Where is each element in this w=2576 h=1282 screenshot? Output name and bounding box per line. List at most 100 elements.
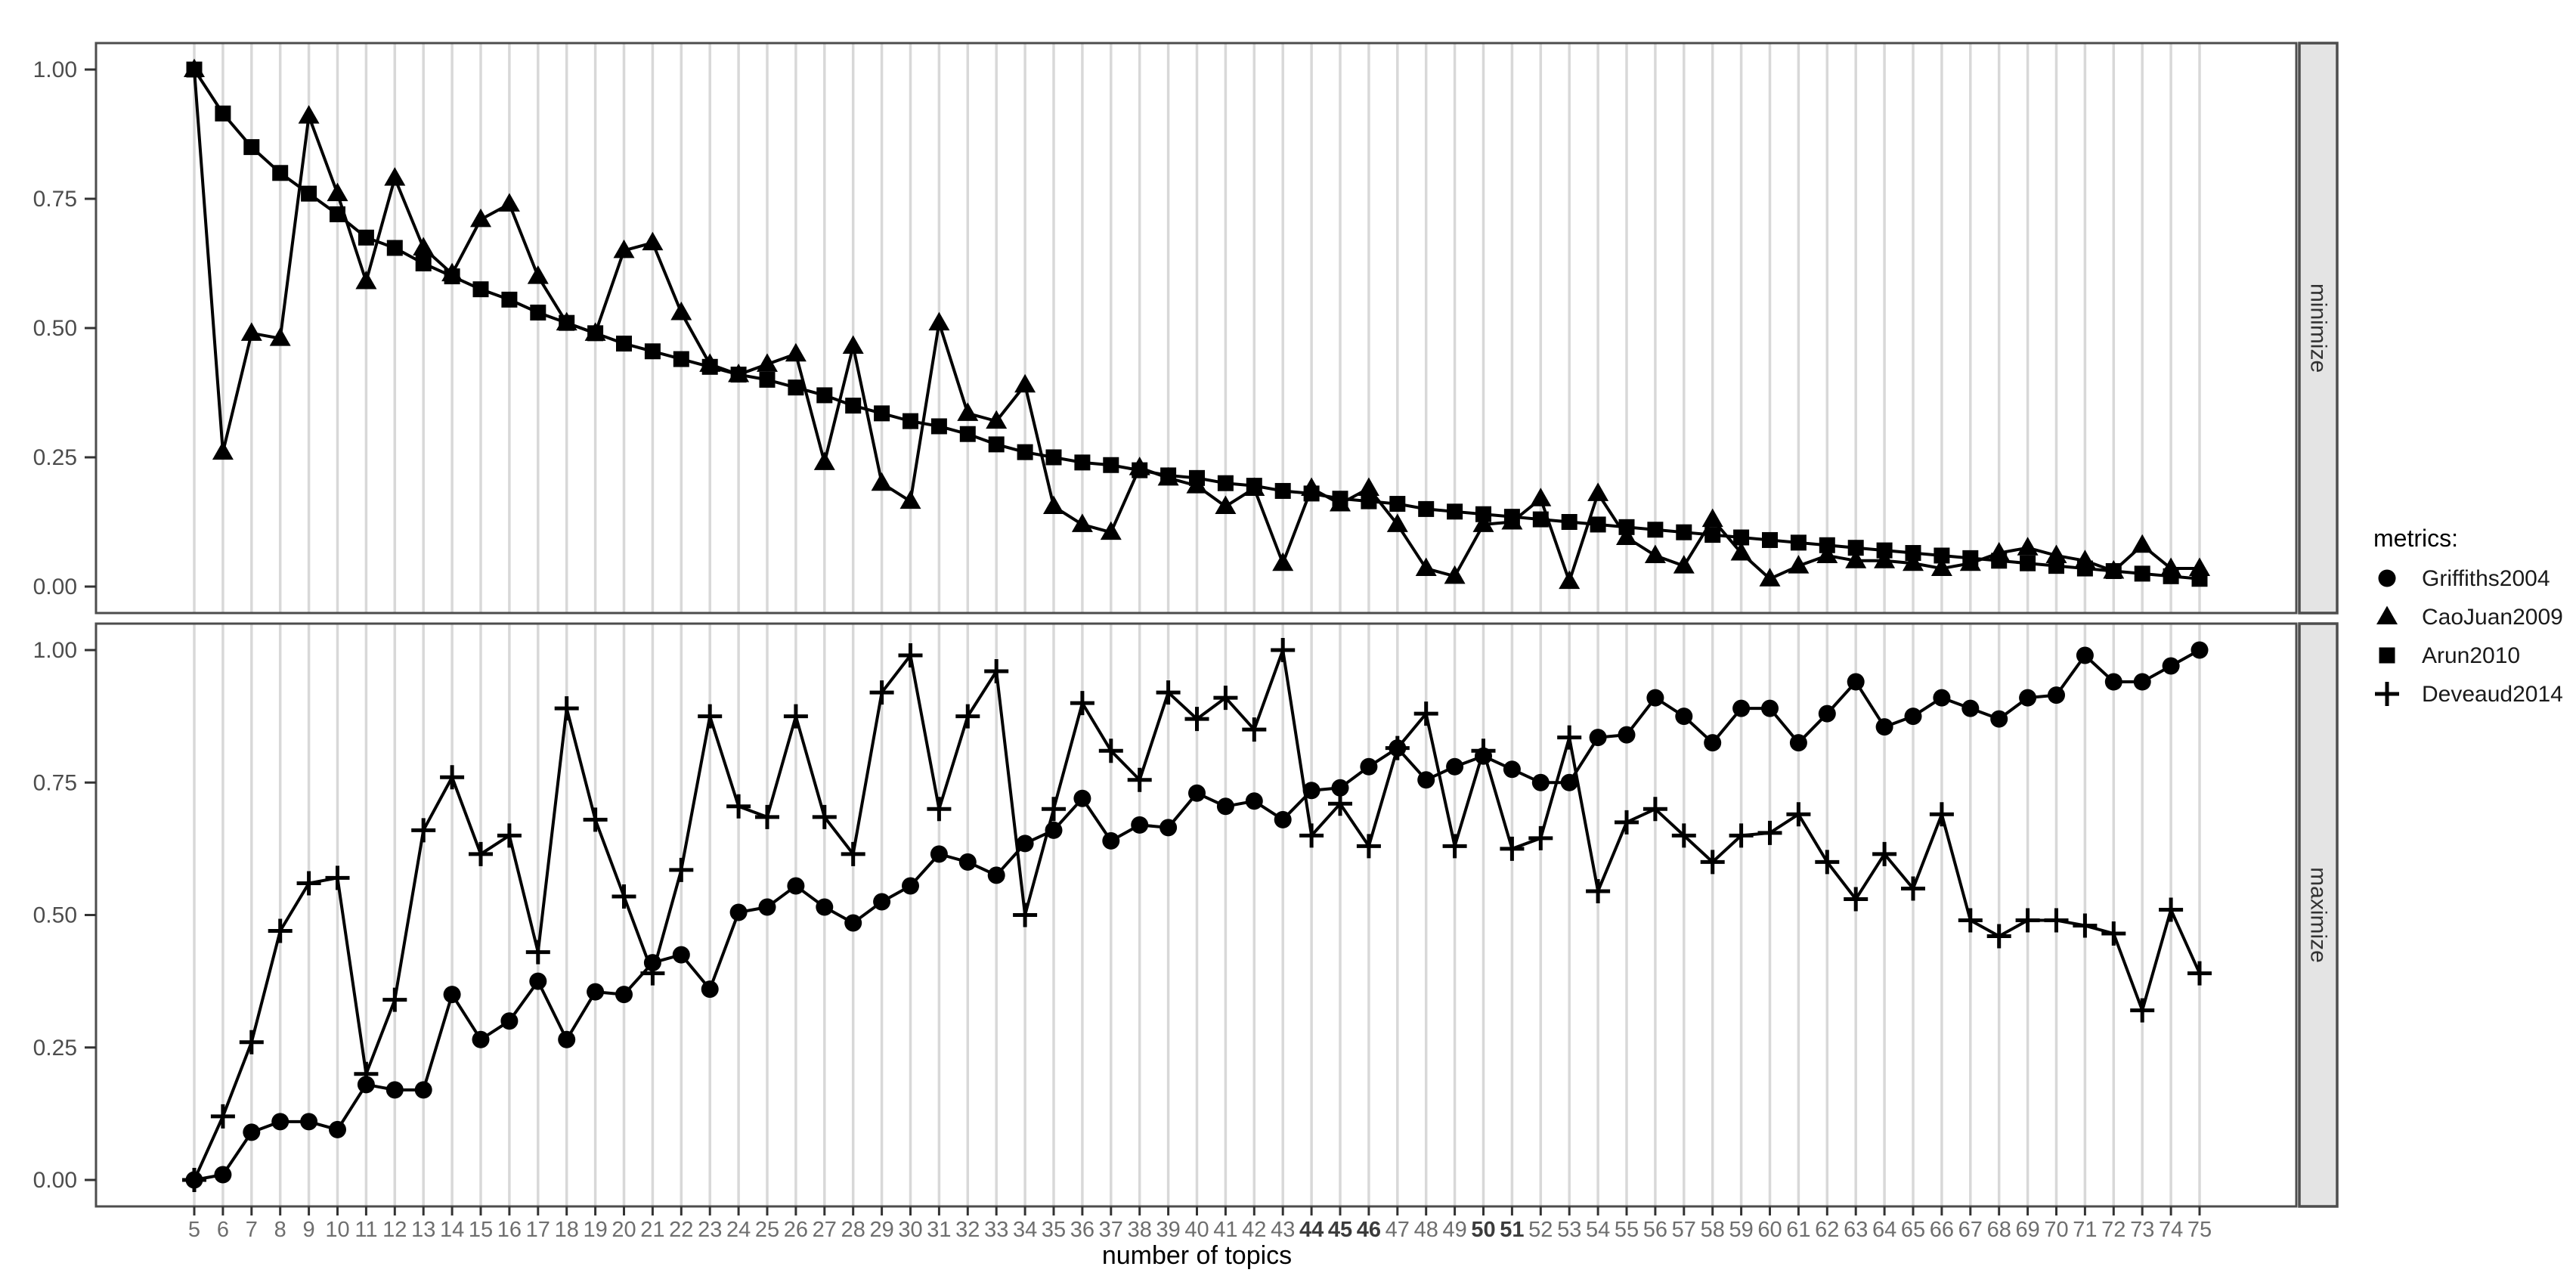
Deveaud2014-pt-60-plus-marker — [1757, 820, 1782, 845]
Arun2010-pt-21-square-marker — [644, 343, 661, 360]
Griffiths2004-pt-69-circle-marker — [2019, 689, 2037, 707]
Arun2010-pt-61-square-marker — [1790, 534, 1807, 551]
Deveaud2014-pt-30-plus-marker — [898, 643, 923, 668]
Arun2010-pt-51-square-marker — [1503, 509, 1520, 525]
Arun2010-pt-45-square-marker — [1332, 491, 1348, 507]
Deveaud2014-pt-29-plus-marker — [869, 680, 894, 705]
legend-key-CaoJuan2009-triangle-marker — [2376, 605, 2398, 624]
CaoJuan2009-pt-69-triangle-marker — [2017, 537, 2039, 556]
Arun2010-pt-44-square-marker — [1303, 485, 1320, 502]
Arun2010-pt-26-square-marker — [788, 379, 804, 396]
Arun2010-pt-7-square-marker — [243, 139, 260, 156]
Arun2010-pt-73-square-marker — [2134, 565, 2150, 582]
Arun2010-pt-8-square-marker — [272, 165, 289, 181]
x-axis-title: number of topics — [1102, 1241, 1292, 1270]
Griffiths2004-pt-41-circle-marker — [1216, 797, 1234, 816]
x-tick-label-57: 57 — [1672, 1218, 1696, 1242]
CaoJuan2009-pt-35-triangle-marker — [1043, 495, 1064, 514]
Arun2010-pt-22-square-marker — [673, 351, 689, 367]
Arun2010-pt-25-square-marker — [759, 371, 776, 388]
CaoJuan2009-pt-29-triangle-marker — [871, 472, 893, 491]
x-tick-label-14: 14 — [440, 1218, 464, 1242]
Griffiths2004-pt-73-circle-marker — [2133, 673, 2151, 691]
Griffiths2004-pt-44-circle-marker — [1302, 782, 1321, 800]
y-tick-label-maximize-1.00: 1.00 — [33, 638, 77, 663]
Deveaud2014-pt-14-plus-marker — [440, 765, 465, 790]
Arun2010-pt-48-square-marker — [1418, 500, 1435, 517]
Deveaud2014-pt-21-plus-marker — [640, 961, 665, 986]
CaoJuan2009-pt-32-triangle-marker — [957, 402, 979, 421]
Griffiths2004-pt-38-circle-marker — [1131, 816, 1149, 834]
CaoJuan2009-pt-55-triangle-marker — [1616, 526, 1637, 546]
CaoJuan2009-pt-22-triangle-marker — [670, 301, 692, 320]
Deveaud2014-pt-73-plus-marker — [2130, 998, 2155, 1023]
Griffiths2004-pt-62-circle-marker — [1818, 704, 1836, 723]
Deveaud2014-pt-7-plus-marker — [239, 1030, 264, 1054]
Griffiths2004-pt-66-circle-marker — [1933, 689, 1951, 707]
x-tick-label-21: 21 — [640, 1218, 664, 1242]
Griffiths2004-pt-56-circle-marker — [1646, 689, 1664, 707]
Arun2010-pt-50-square-marker — [1475, 506, 1491, 522]
Griffiths2004-pt-25-circle-marker — [758, 898, 776, 916]
Arun2010-pt-30-square-marker — [903, 413, 918, 429]
panel-minimize — [94, 42, 2298, 615]
x-tick-label-65: 65 — [1901, 1218, 1925, 1242]
Griffiths2004-pt-71-circle-marker — [2076, 646, 2094, 664]
x-tick-label-36: 36 — [1070, 1218, 1094, 1242]
x-tick-label-54: 54 — [1586, 1218, 1610, 1242]
Deveaud2014-pt-19-plus-marker — [583, 807, 608, 832]
Griffiths2004-pt-43-circle-marker — [1274, 810, 1292, 828]
CaoJuan2009-pt-31-triangle-marker — [928, 311, 950, 331]
Deveaud2014-pt-28-plus-marker — [841, 841, 865, 866]
Arun2010-pt-11-square-marker — [358, 229, 374, 246]
Griffiths2004-pt-49-circle-marker — [1446, 757, 1464, 776]
Deveaud2014-pt-46-plus-marker — [1356, 834, 1381, 859]
y-tick-label-maximize-0.50: 0.50 — [33, 903, 77, 928]
Griffiths2004-pt-7-circle-marker — [243, 1123, 261, 1141]
CaoJuan2009-pt-37-triangle-marker — [1100, 521, 1122, 540]
Deveaud2014-pt-8-plus-marker — [268, 918, 293, 943]
Arun2010-pt-47-square-marker — [1389, 496, 1406, 512]
series-markers-Griffiths2004 — [185, 641, 2209, 1189]
x-tick-label-8: 8 — [274, 1218, 286, 1242]
panel-maximize — [94, 622, 2298, 1208]
Arun2010-pt-14-square-marker — [444, 268, 460, 285]
legend-title: metrics: — [2373, 525, 2458, 552]
Deveaud2014-pt-25-plus-marker — [755, 804, 779, 829]
Arun2010-pt-16-square-marker — [501, 291, 518, 308]
Arun2010-pt-75-square-marker — [2191, 571, 2208, 587]
Griffiths2004-pt-26-circle-marker — [787, 877, 805, 895]
Deveaud2014-pt-47-plus-marker — [1385, 735, 1410, 760]
x-tick-label-48: 48 — [1414, 1218, 1438, 1242]
x-tick-label-49: 49 — [1442, 1218, 1466, 1242]
Deveaud2014-pt-31-plus-marker — [927, 797, 952, 822]
x-tick-label-24: 24 — [726, 1218, 751, 1242]
Arun2010-pt-32-square-marker — [959, 426, 976, 442]
x-tick-label-28: 28 — [841, 1218, 865, 1242]
Griffiths2004-pt-14-circle-marker — [443, 986, 461, 1004]
Griffiths2004-pt-51-circle-marker — [1503, 760, 1521, 779]
Arun2010-pt-41-square-marker — [1217, 475, 1234, 491]
Deveaud2014-pt-18-plus-marker — [554, 696, 579, 721]
Arun2010-pt-24-square-marker — [730, 367, 747, 383]
Griffiths2004-pt-54-circle-marker — [1589, 729, 1607, 747]
x-tick-label-68: 68 — [1987, 1218, 2011, 1242]
legend-item-Griffiths2004: Griffiths2004 — [2378, 566, 2550, 591]
Griffiths2004-pt-42-circle-marker — [1245, 792, 1263, 810]
x-tick-label-73: 73 — [2130, 1218, 2154, 1242]
x-tick-label-74: 74 — [2159, 1218, 2183, 1242]
CaoJuan2009-pt-60-triangle-marker — [1759, 568, 1781, 587]
Griffiths2004-pt-34-circle-marker — [1016, 835, 1034, 853]
CaoJuan2009-pt-8-triangle-marker — [269, 327, 291, 346]
Arun2010-pt-15-square-marker — [472, 281, 489, 298]
Deveaud2014-pt-23-plus-marker — [698, 704, 723, 729]
Arun2010-pt-55-square-marker — [1618, 519, 1635, 535]
CaoJuan2009-pt-30-triangle-marker — [899, 490, 921, 509]
x-tick-label-67: 67 — [1958, 1218, 1983, 1242]
Arun2010-pt-10-square-marker — [330, 206, 345, 223]
y-tick-label-maximize-0.25: 0.25 — [33, 1036, 77, 1061]
Deveaud2014-pt-26-plus-marker — [783, 704, 808, 729]
x-tick-label-38: 38 — [1128, 1218, 1152, 1242]
Deveaud2014-pt-72-plus-marker — [2101, 921, 2126, 946]
